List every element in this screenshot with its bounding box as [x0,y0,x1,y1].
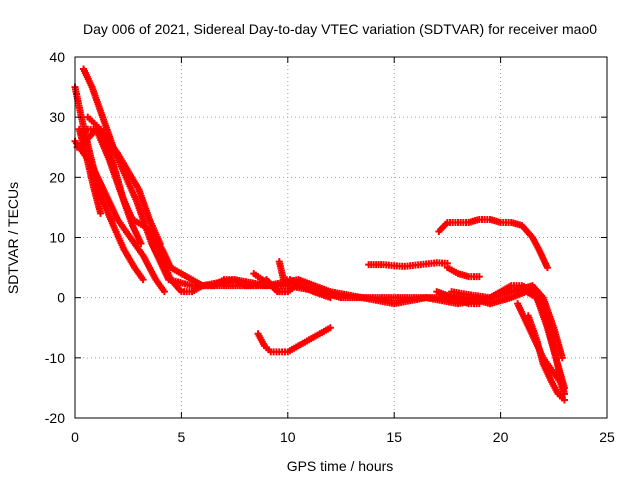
x-tick-label: 20 [493,429,509,445]
y-tick-label: 20 [49,169,65,185]
chart-title: Day 006 of 2021, Sidereal Day-to-day VTE… [83,21,597,37]
series-arc10 [275,258,334,302]
data-point [543,264,551,272]
y-tick-label: 40 [49,49,65,65]
y-tick-label: -10 [45,350,65,366]
data-point [139,276,147,284]
data-point [137,240,145,248]
y-tick-label: 10 [49,230,65,246]
data-point [560,396,568,404]
y-axis-label: SDTVAR / TECUs [5,182,21,294]
y-tick-label: 30 [49,109,65,125]
series-arc4 [71,137,168,296]
series-arc11 [254,324,334,356]
series-arc3 [73,125,568,392]
data-point [97,209,105,217]
data-point [326,324,334,332]
series-arc7 [84,113,145,248]
series-arc15 [433,288,483,308]
grid [75,57,607,418]
data-point [156,240,164,248]
data-point [558,354,566,362]
x-tick-label: 25 [599,429,615,445]
data-point [475,273,483,281]
axis-ticks: 0 5 10 15 20 25 -20 -10 0 10 20 30 40 [45,49,615,445]
x-axis-label: GPS time / hours [287,458,394,474]
series-arc12 [365,259,451,270]
x-tick-label: 15 [386,429,402,445]
series-arc17 [524,312,568,404]
x-tick-label: 10 [280,429,296,445]
series-arc14 [435,215,551,272]
series-arc6 [75,125,105,217]
data-point [326,294,334,302]
data-point [475,300,483,308]
y-tick-label: -20 [45,410,65,426]
x-tick-label: 5 [178,429,186,445]
data-point [560,390,568,398]
series-arc13 [443,264,483,281]
data-point [160,288,168,296]
x-tick-label: 0 [71,429,79,445]
data-points [71,65,568,404]
series-arc18 [448,282,566,362]
y-tick-label: 0 [57,290,65,306]
